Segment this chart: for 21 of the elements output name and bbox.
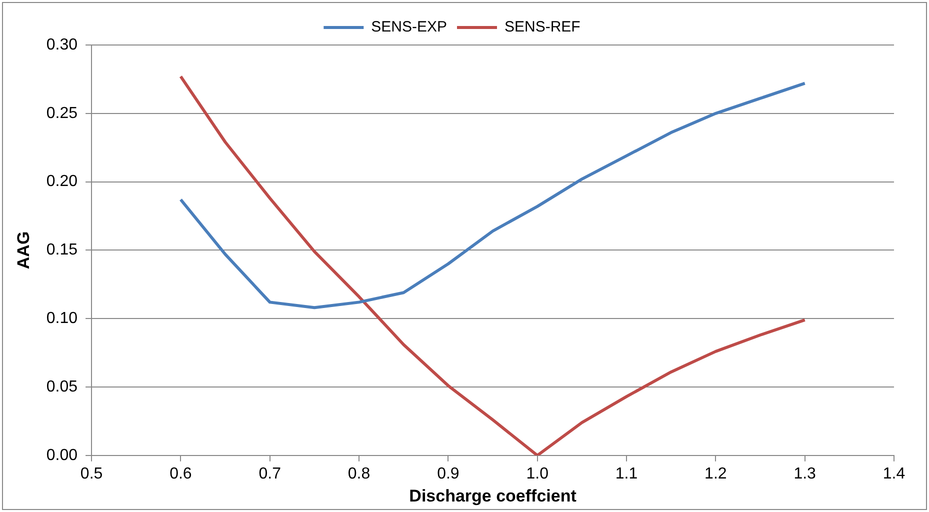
y-tick-label: 0.10: [46, 310, 78, 328]
x-tick-label: 1.2: [704, 465, 727, 482]
y-tick-label: 0.05: [46, 378, 78, 396]
x-tick-label: 0.5: [80, 465, 103, 482]
x-tick-label: 0.9: [437, 465, 460, 482]
x-tick-label: 1.1: [615, 465, 638, 482]
y-axis-title: AAG: [14, 231, 33, 270]
x-axis-title: Discharge coeffcient: [409, 486, 577, 506]
y-tick-label: 0.25: [46, 104, 78, 122]
x-tick-label: 0.7: [258, 465, 282, 482]
legend-label: SENS-REF: [504, 18, 580, 36]
legend-label: SENS-EXP: [371, 18, 448, 36]
y-tick-label: 0.20: [46, 173, 78, 190]
x-tick-label: 1.3: [794, 465, 816, 482]
y-tick-label: 0.30: [46, 36, 78, 54]
y-tick-label: 0.00: [46, 446, 78, 464]
y-tick-label: 0.15: [46, 242, 78, 259]
x-tick-label: 1.4: [882, 465, 906, 482]
x-tick-label: 1.0: [526, 465, 549, 482]
x-tick-label: 0.8: [348, 465, 370, 482]
x-tick-label: 0.6: [170, 465, 192, 482]
